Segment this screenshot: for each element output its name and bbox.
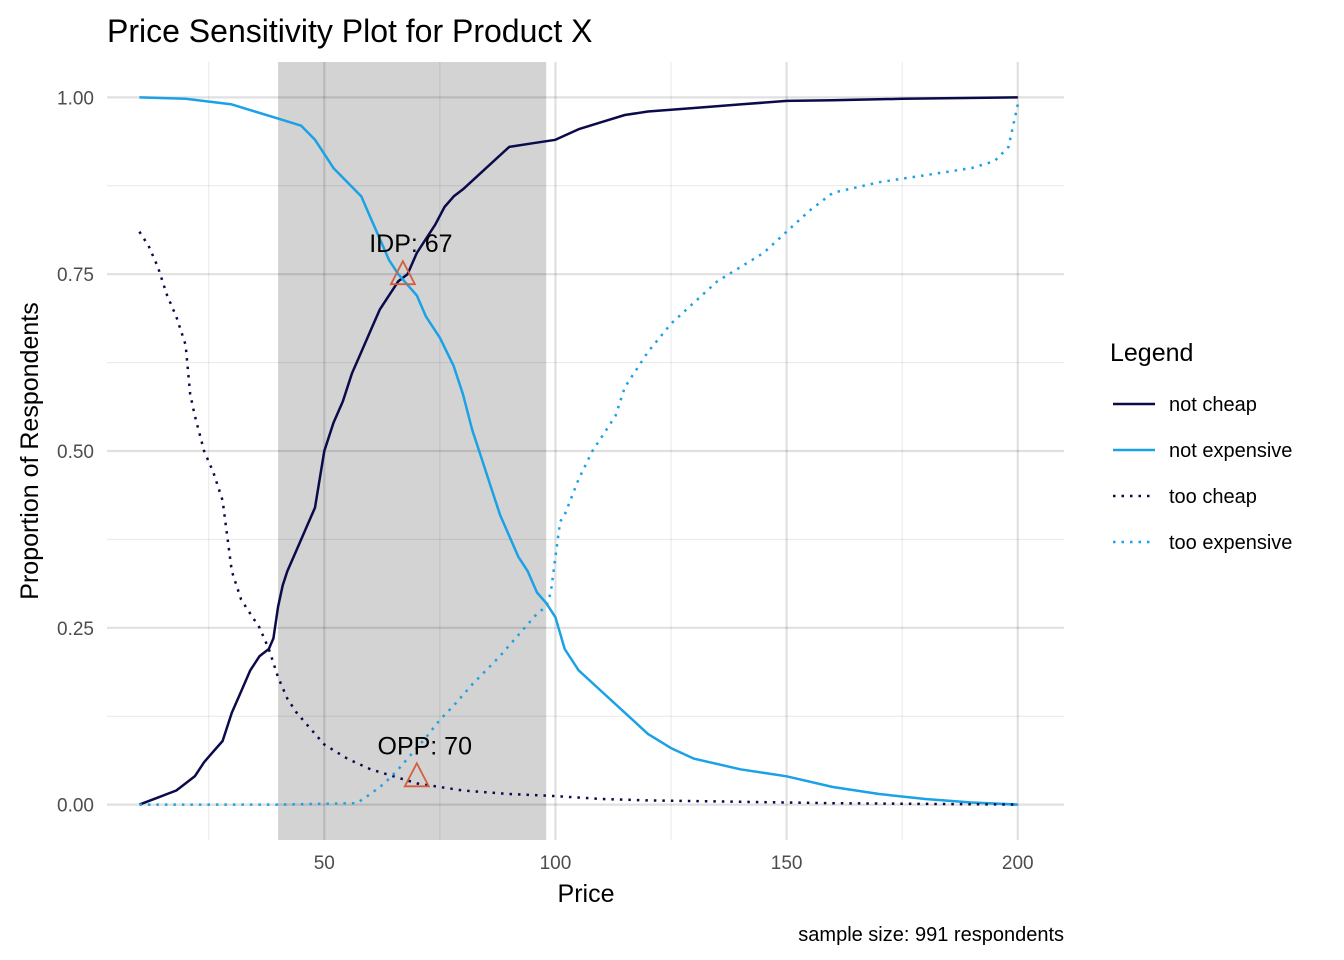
annotation-marker-0 — [389, 259, 417, 286]
shaded-range — [278, 62, 547, 840]
chart-title: Price Sensitivity Plot for Product X — [107, 13, 593, 49]
annotation-label-1: OPP: 70 — [378, 732, 473, 760]
shaded-range-layer — [278, 62, 547, 840]
legend-entry-not-expensive: not expensive — [1113, 440, 1292, 462]
x-axis-label: Price — [558, 880, 615, 908]
annotation-layer: IDP: 67 OPP: 70 — [369, 230, 473, 788]
series-line-too-cheap — [138, 231, 1018, 806]
x-tick-label-2: 150 — [771, 853, 803, 874]
x-tick-label-1: 100 — [540, 853, 572, 874]
legend-entry-too-expensive: too expensive — [1113, 532, 1292, 554]
legend-label-too-cheap: too cheap — [1169, 486, 1257, 508]
grid-layer — [107, 62, 1064, 840]
legend-label-too-expensive: too expensive — [1169, 532, 1292, 554]
legend-label-not-cheap: not cheap — [1169, 394, 1257, 416]
x-tick-label-3: 200 — [1002, 853, 1034, 874]
y-tick-label-3: 0.75 — [57, 265, 94, 286]
series-line-not-cheap — [138, 96, 1018, 806]
caption: sample size: 991 respondents — [798, 924, 1064, 946]
y-tick-label-4: 1.00 — [57, 88, 94, 109]
legend: Legend not cheap not expensive too cheap… — [1110, 339, 1292, 554]
y-tick-label-1: 0.25 — [57, 619, 94, 640]
series-line-not-expensive — [139, 96, 1018, 806]
legend-title: Legend — [1110, 339, 1193, 367]
axes-layer: 50 100 150 200 0.00 0.25 0.50 0.75 1.00 — [57, 88, 1034, 874]
y-axis-label: Proportion of Respondents — [16, 302, 44, 599]
x-tick-label-0: 50 — [314, 853, 335, 874]
legend-label-not-expensive: not expensive — [1169, 440, 1292, 462]
annotation-marker-1 — [403, 761, 431, 788]
y-tick-label-2: 0.50 — [57, 442, 94, 463]
legend-entry-not-cheap: not cheap — [1113, 394, 1257, 416]
y-tick-label-0: 0.00 — [57, 796, 94, 817]
legend-entry-too-cheap: too cheap — [1113, 486, 1257, 508]
series-layer — [138, 96, 1020, 806]
annotation-label-0: IDP: 67 — [369, 230, 452, 258]
